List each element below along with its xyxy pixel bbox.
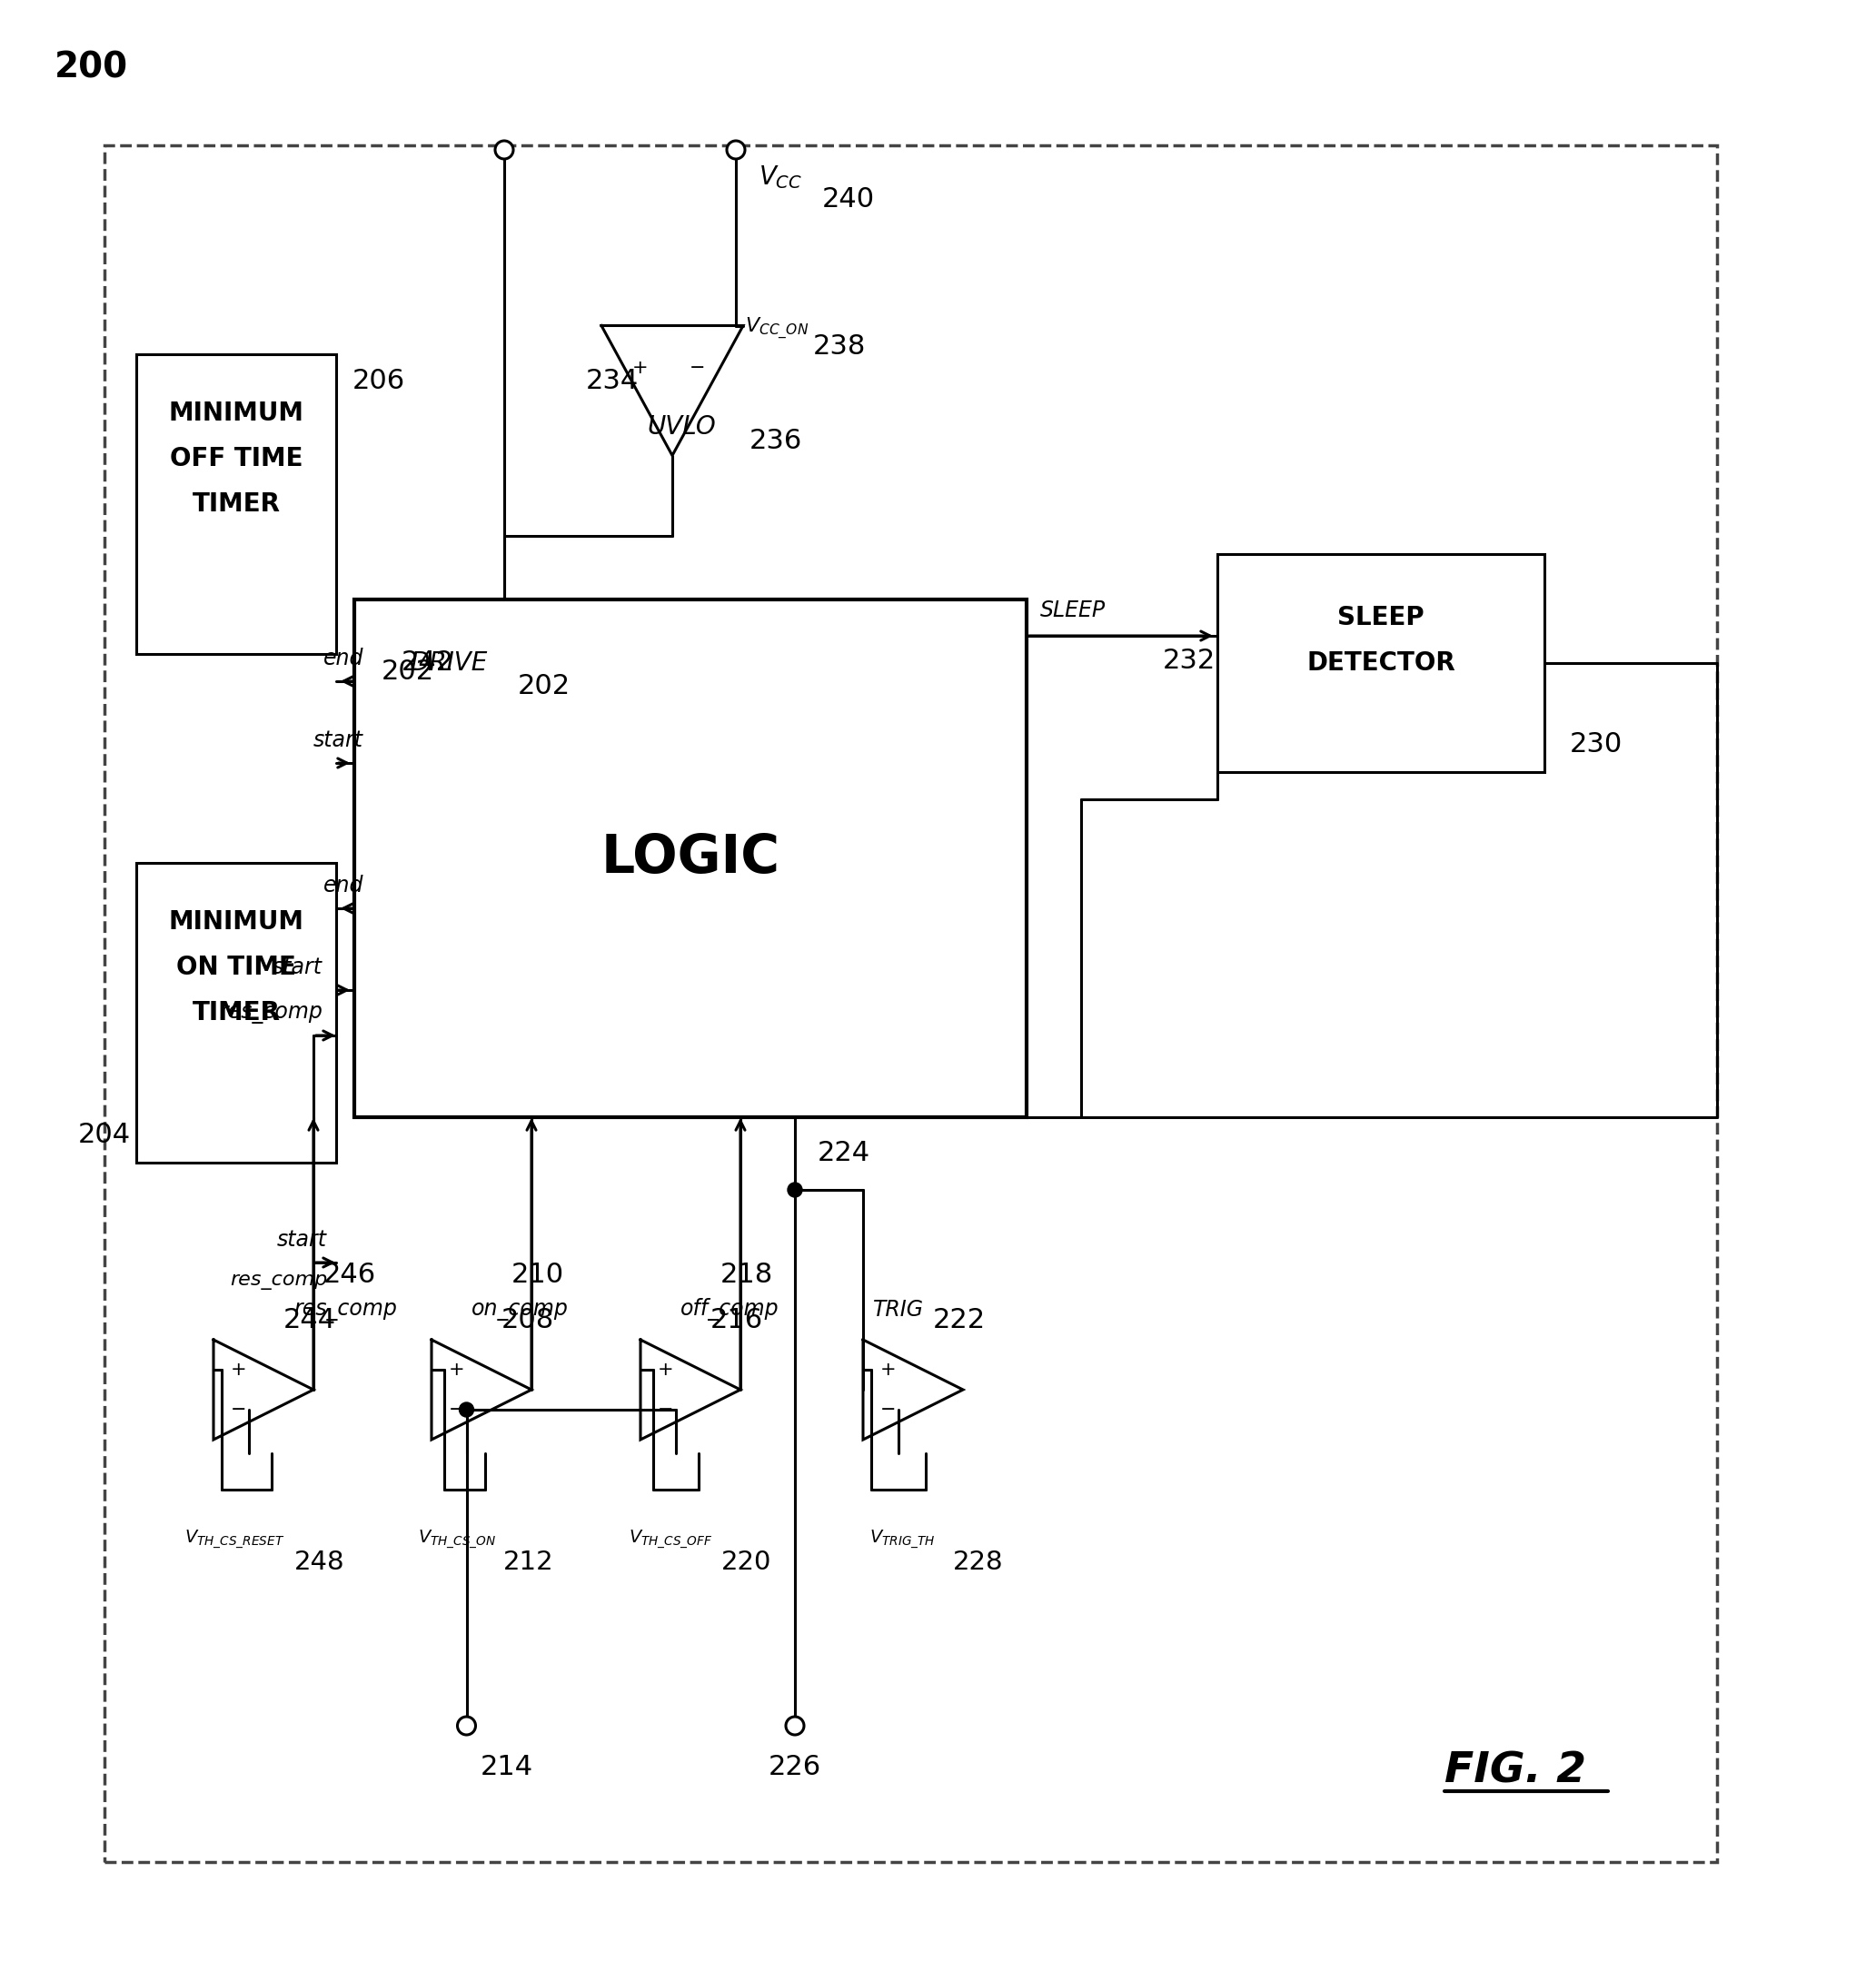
- Circle shape: [786, 1718, 805, 1735]
- Text: TIMER: TIMER: [191, 491, 280, 517]
- Text: $V_{TH\_CS\_ON}$: $V_{TH\_CS\_ON}$: [418, 1529, 497, 1551]
- Text: 210: 210: [512, 1262, 565, 1288]
- Text: DETECTOR: DETECTOR: [1306, 650, 1456, 676]
- Text: SLEEP: SLEEP: [1338, 604, 1424, 630]
- Text: 228: 228: [953, 1549, 1004, 1575]
- Circle shape: [788, 1183, 803, 1197]
- Text: 232: 232: [1163, 648, 1216, 674]
- Text: 226: 226: [769, 1753, 822, 1779]
- Text: $V_{TH\_CS\_OFF}$: $V_{TH\_CS\_OFF}$: [628, 1529, 713, 1551]
- Text: 208: 208: [501, 1307, 555, 1333]
- Text: +: +: [448, 1361, 465, 1379]
- Text: 216: 216: [711, 1307, 764, 1333]
- Text: −: −: [657, 1401, 673, 1418]
- Text: OFF TIME: OFF TIME: [169, 446, 302, 471]
- Text: start: start: [278, 1228, 326, 1250]
- Text: start: start: [272, 957, 323, 979]
- Text: DRIVE: DRIVE: [411, 650, 488, 676]
- Text: 202: 202: [381, 660, 435, 685]
- Text: +: +: [632, 359, 649, 376]
- Text: UVLO: UVLO: [647, 414, 717, 440]
- Text: res_comp: res_comp: [293, 1300, 398, 1321]
- Text: 214: 214: [480, 1753, 533, 1779]
- Text: −: −: [231, 1401, 246, 1418]
- Text: off_comp: off_comp: [681, 1298, 779, 1321]
- Text: LOGIC: LOGIC: [600, 832, 780, 884]
- Text: end: end: [323, 876, 364, 897]
- Text: 206: 206: [353, 368, 405, 394]
- Text: ON TIME: ON TIME: [176, 955, 296, 981]
- Bar: [137, 864, 336, 1163]
- Text: 200: 200: [54, 52, 128, 85]
- Text: MINIMUM: MINIMUM: [169, 400, 304, 426]
- Text: +: +: [231, 1361, 246, 1379]
- Text: on_comp: on_comp: [471, 1300, 568, 1321]
- Bar: [105, 145, 1717, 1862]
- Bar: [1218, 555, 1544, 773]
- Text: $V_{TRIG\_TH}$: $V_{TRIG\_TH}$: [869, 1529, 936, 1551]
- Circle shape: [460, 1403, 475, 1416]
- Text: 234: 234: [585, 368, 640, 394]
- Text: FIG. 2: FIG. 2: [1445, 1751, 1587, 1791]
- Text: 238: 238: [812, 335, 867, 361]
- Text: $V_{CC\_ON}$: $V_{CC\_ON}$: [745, 315, 809, 343]
- Text: SLEEP: SLEEP: [1039, 600, 1105, 622]
- Circle shape: [495, 141, 514, 158]
- Text: −: −: [688, 359, 705, 376]
- Bar: [137, 355, 336, 654]
- Text: 242: 242: [401, 650, 454, 676]
- Circle shape: [726, 141, 745, 158]
- Text: 222: 222: [932, 1307, 985, 1333]
- Text: 240: 240: [822, 186, 874, 214]
- Polygon shape: [214, 1339, 313, 1440]
- Text: 218: 218: [720, 1262, 773, 1288]
- Text: end: end: [323, 648, 364, 670]
- Polygon shape: [602, 325, 743, 456]
- Text: res_comp: res_comp: [229, 1272, 326, 1290]
- Text: 248: 248: [295, 1549, 345, 1575]
- Text: $V_{TH\_CS\_RESET}$: $V_{TH\_CS\_RESET}$: [184, 1529, 285, 1551]
- Text: 204: 204: [79, 1121, 131, 1149]
- Text: TIMER: TIMER: [191, 1000, 280, 1026]
- Text: +: +: [657, 1361, 673, 1379]
- Text: res_comp: res_comp: [219, 1002, 323, 1024]
- Text: TRIG: TRIG: [872, 1300, 923, 1321]
- Polygon shape: [863, 1339, 962, 1440]
- Text: 230: 230: [1570, 731, 1623, 759]
- Text: 236: 236: [750, 428, 803, 454]
- Text: −: −: [880, 1401, 897, 1418]
- Polygon shape: [640, 1339, 741, 1440]
- Text: start: start: [313, 729, 364, 751]
- Circle shape: [458, 1718, 477, 1735]
- Text: +: +: [880, 1361, 897, 1379]
- Text: 220: 220: [720, 1549, 771, 1575]
- Text: 246: 246: [323, 1262, 377, 1288]
- Text: 212: 212: [503, 1549, 553, 1575]
- Text: 244: 244: [283, 1307, 336, 1333]
- Polygon shape: [431, 1339, 531, 1440]
- Text: $V_{CC}$: $V_{CC}$: [758, 164, 803, 190]
- Bar: [355, 600, 1026, 1117]
- Text: 202: 202: [518, 674, 570, 699]
- Text: −: −: [448, 1401, 465, 1418]
- Text: 224: 224: [818, 1141, 870, 1167]
- Text: MINIMUM: MINIMUM: [169, 909, 304, 935]
